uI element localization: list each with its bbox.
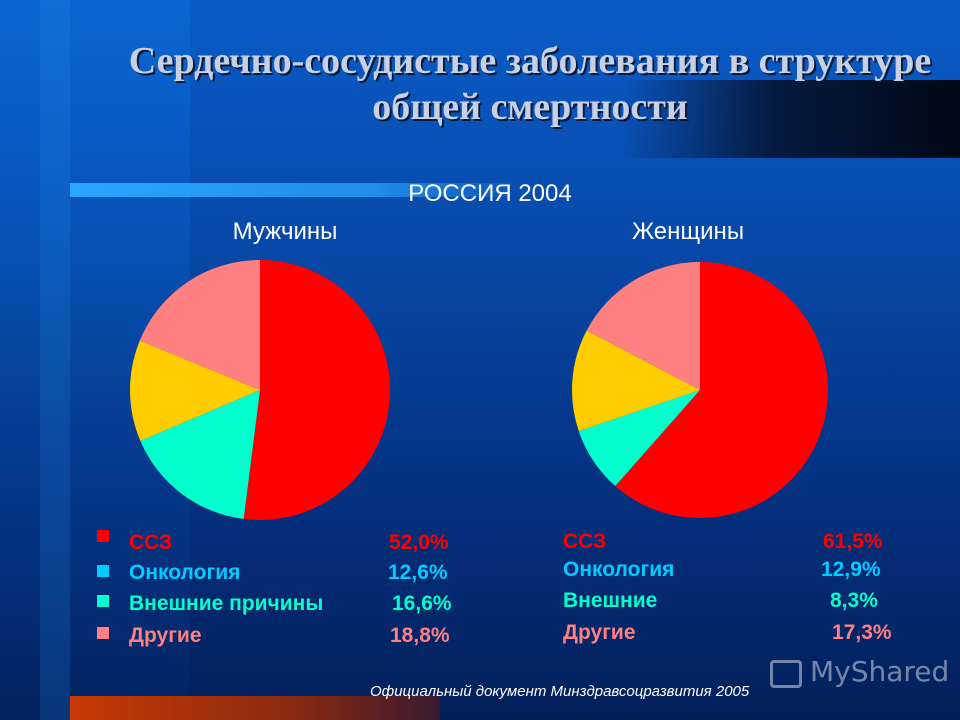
legend-label-women-ssz: ССЗ: [563, 530, 607, 553]
legend-label-men-other: Другие: [129, 624, 202, 647]
subtitle-decor-bar: [70, 183, 510, 197]
pie-chart-men: [130, 260, 391, 520]
legend-value-women-other: 17,3%: [832, 621, 892, 644]
pie-slice-men-0: [243, 260, 391, 520]
legend-value-men-oncology: 12,6%: [388, 561, 448, 584]
chart-subtitle: РОССИЯ 2004: [408, 180, 572, 207]
legend-swatch-men-oncology: [97, 565, 109, 577]
bottom-decor-bar: [70, 696, 440, 720]
pie-slice-women-0: [615, 262, 829, 518]
slide-title: Сердечно-сосудистые заболевания в структ…: [128, 40, 932, 128]
legend-label-women-other: Другие: [563, 621, 636, 644]
legend-value-men-other: 18,8%: [390, 624, 450, 647]
legend-label-men-oncology: Онкология: [129, 561, 241, 584]
legend-value-women-oncology: 12,9%: [821, 558, 881, 581]
pie-chart-women: [571, 262, 829, 518]
legend-value-men-ssz: 52,0%: [389, 531, 449, 554]
pie-slice-women-1: [578, 390, 700, 487]
watermark-logo-icon: [770, 660, 802, 688]
legend-value-women-ssz: 61,5%: [823, 530, 883, 553]
legend-value-men-external: 16,6%: [392, 592, 452, 615]
pie-title-women: Женщины: [631, 218, 745, 245]
legend-label-women-external: Внешние: [563, 589, 658, 612]
legend-swatch-men-other: [97, 627, 109, 639]
pie-slice-men-2: [130, 340, 260, 441]
pie-slice-men-1: [140, 390, 260, 519]
legend-label-men-ssz: ССЗ: [129, 531, 173, 554]
title-decor-band: [620, 80, 960, 158]
pie-slice-men-3: [139, 260, 260, 390]
legend-swatch-men-external: [97, 595, 109, 607]
legend-value-women-external: 8,3%: [830, 589, 878, 612]
pie-title-men: Мужчины: [232, 218, 338, 245]
left-decor-strip: [40, 0, 70, 720]
legend-label-men-external: Внешние причины: [129, 592, 324, 615]
legend-label-women-oncology: Онкология: [563, 558, 675, 581]
watermark-text: MyShared: [810, 655, 950, 688]
source-footnote: Официальный документ Минздравсоцразвития…: [370, 683, 750, 700]
pie-slice-women-3: [586, 262, 700, 390]
pie-slice-women-2: [571, 330, 700, 432]
legend-swatch-men-ssz: [97, 530, 109, 542]
